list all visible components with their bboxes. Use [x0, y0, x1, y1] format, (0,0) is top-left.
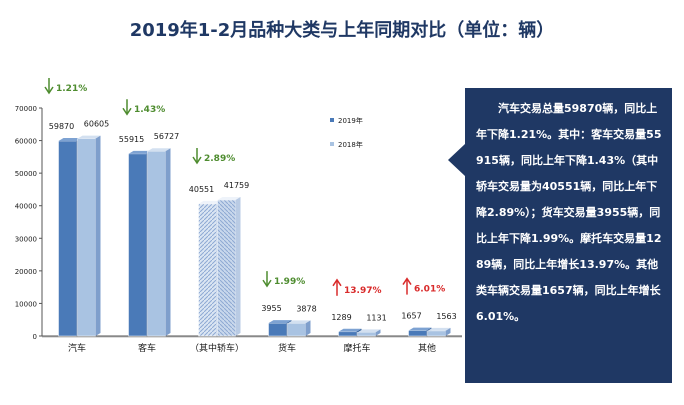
data-label-2019: 1657 [401, 312, 421, 321]
y-tick-label: 10000 [15, 300, 37, 308]
data-label-2018: 1131 [366, 313, 386, 322]
data-label-2019: 40551 [189, 185, 214, 194]
arrow-down-head [262, 279, 272, 288]
legend: 2019年 2018年 [330, 116, 363, 149]
y-tick-label: 30000 [15, 235, 37, 243]
change-label: 1.99% [274, 277, 305, 287]
bar-side [375, 329, 381, 336]
legend-swatch [330, 118, 334, 122]
arrow-up-head [332, 278, 342, 287]
change-label: 1.21% [56, 84, 87, 94]
x-tick-label: 其他 [418, 342, 436, 354]
y-tick-label: 20000 [15, 268, 37, 276]
legend-label: 2019年 [338, 116, 363, 125]
bar-top [198, 200, 222, 204]
change-label: 2.89% [204, 154, 235, 164]
data-label-2019: 1289 [331, 313, 351, 322]
change-label: 13.97% [344, 286, 382, 296]
bar-side [165, 148, 171, 336]
x-tick-label: 货车 [278, 342, 296, 354]
bar-top [147, 148, 171, 152]
arrow-down-head [122, 107, 132, 116]
bar-top [287, 320, 311, 324]
data-label-2019: 3955 [261, 304, 281, 313]
x-tick-label: 客车 [138, 342, 156, 354]
data-label-2018: 60605 [84, 120, 109, 129]
bars [58, 135, 451, 337]
bar-side [235, 196, 241, 336]
bar-side [305, 320, 311, 336]
callout-pointer [448, 88, 672, 383]
chart-title: 2019年1-2月品种大类与上年同期对比（单位：辆） [129, 20, 555, 41]
bar-top [128, 150, 152, 154]
bar-top [338, 328, 362, 332]
data-label-2019: 59870 [49, 122, 74, 131]
bar-top [77, 135, 101, 139]
bar-side [445, 327, 451, 336]
data-label-2018: 3878 [296, 304, 316, 313]
arrow-up-head [402, 277, 412, 286]
y-tick-label: 70000 [15, 105, 37, 113]
data-label-2018: 56727 [154, 132, 179, 141]
data-label-2019: 55915 [119, 135, 144, 144]
x-tick-label: （其中轿车） [190, 342, 244, 354]
labels: 59870 60605 汽车 1.21% 55915 56727 客车 1.43% 40551 4… [44, 78, 457, 354]
change-label: 1.43% [134, 105, 165, 115]
x-tick-label: 摩托车 [343, 342, 370, 354]
data-label-2018: 41759 [224, 181, 249, 190]
arrow-down-head [192, 156, 202, 165]
data-label-2018: 1563 [436, 312, 456, 321]
bar-top [217, 196, 241, 200]
x-tick-label: 汽车 [68, 342, 86, 354]
arrow-down-head [44, 86, 54, 95]
y-tick-label: 0 [33, 333, 37, 341]
bar-top [357, 329, 381, 333]
y-tick-label: 40000 [15, 203, 37, 211]
y-tick-label: 50000 [15, 170, 37, 178]
bar-side [95, 135, 101, 336]
bar-top [268, 320, 292, 324]
legend-swatch [330, 142, 334, 146]
y-tick-label: 60000 [15, 138, 37, 146]
legend-label: 2018年 [338, 140, 363, 149]
callout-text: 汽车交易总量59870辆，同比上年下降1.21%。其中：客车交易量55915辆，… [476, 102, 662, 323]
bar-top [408, 327, 432, 331]
axis: 0 10000 20000 30000 40000 50000 60000 70000 [15, 105, 462, 341]
bar-top [427, 327, 451, 331]
bar-top [58, 137, 82, 141]
change-label: 6.01% [414, 285, 445, 295]
